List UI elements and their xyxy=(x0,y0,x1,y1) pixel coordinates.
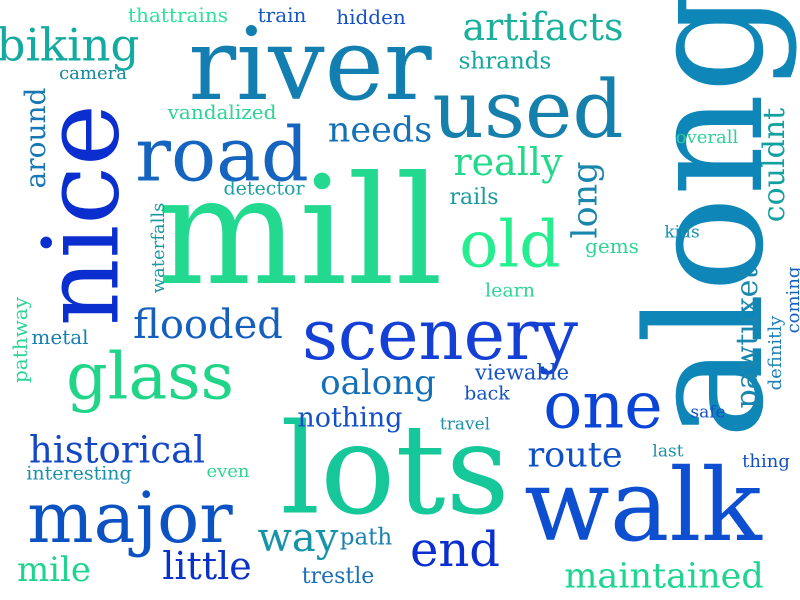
word-major: major xyxy=(27,477,233,559)
word-pathway: pathway xyxy=(8,297,32,383)
word-couldnt: couldnt xyxy=(757,107,792,223)
word-around: around xyxy=(19,87,52,189)
word-end: end xyxy=(409,522,501,578)
word-back: back xyxy=(464,382,510,405)
word-path: path xyxy=(339,524,393,551)
word-flooded: flooded xyxy=(133,302,283,348)
word-travel: travel xyxy=(439,414,491,435)
word-little: little xyxy=(162,544,252,588)
word-metal: metal xyxy=(31,325,89,349)
word-train: train xyxy=(257,3,307,27)
word-gems: gems xyxy=(585,234,639,258)
word-viewable: viewable xyxy=(474,360,570,385)
word-learn: learn xyxy=(485,279,535,302)
word-oalong: oalong xyxy=(320,363,436,403)
word-historical: historical xyxy=(29,428,205,472)
word-used: used xyxy=(432,63,624,156)
word-long: long xyxy=(565,161,606,239)
word-interesting: interesting xyxy=(26,462,132,485)
word-biking: biking xyxy=(0,18,140,72)
word-way: way xyxy=(257,515,339,561)
word-really: really xyxy=(453,140,563,184)
word-rails: rails xyxy=(449,185,499,210)
word-hidden: hidden xyxy=(336,5,406,29)
word-river: river xyxy=(188,6,432,123)
word-mill: mill xyxy=(156,145,444,319)
word-scenery: scenery xyxy=(301,294,579,376)
word-vandalized: vandalized xyxy=(167,100,277,124)
word-one: one xyxy=(543,368,663,444)
word-maintained: maintained xyxy=(564,556,764,597)
word-artifacts: artifacts xyxy=(462,5,624,49)
word-needs: needs xyxy=(327,110,433,151)
word-overall: overall xyxy=(675,127,739,148)
word-shrands: shrands xyxy=(458,48,552,75)
word-last: last xyxy=(652,441,684,462)
word-waterfalls: waterfalls xyxy=(148,202,169,294)
word-safe: safe xyxy=(690,402,726,423)
word-coming: coming xyxy=(783,266,800,334)
word-even: even xyxy=(206,461,250,482)
word-walk: walk xyxy=(524,447,762,564)
word-nothing: nothing xyxy=(297,402,403,434)
word-route: route xyxy=(527,435,623,476)
word-detector: detector xyxy=(223,177,305,200)
word-thattrains: thattrains xyxy=(128,3,228,27)
word-lots: lots xyxy=(280,397,510,543)
word-thing: thing xyxy=(742,451,790,472)
word-kids: kids xyxy=(664,222,700,243)
word-glass: glass xyxy=(66,339,234,415)
word-camera: camera xyxy=(59,63,127,84)
word-road: road xyxy=(135,110,309,199)
word-trestle: trestle xyxy=(301,564,375,589)
word-pawtuxet: pawtuxet xyxy=(730,267,765,409)
word-old: old xyxy=(459,207,561,283)
word-mile: mile xyxy=(16,550,92,590)
